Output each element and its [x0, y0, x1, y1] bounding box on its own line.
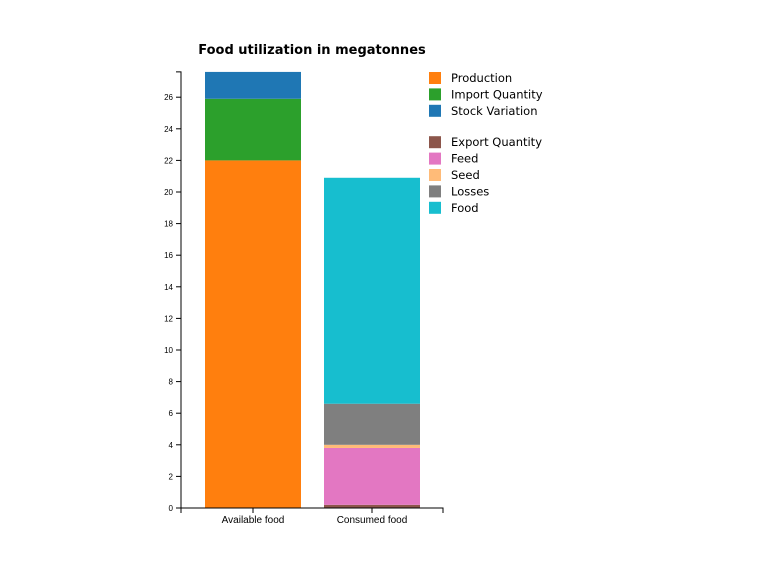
bar-segment-consumed-food-export-quantity [324, 504, 420, 508]
bar-segment-consumed-food-feed [324, 447, 420, 505]
legend-label-production: Production [451, 71, 512, 85]
y-tick-label: 6 [169, 409, 174, 418]
x-tick-label: Available food [222, 515, 285, 526]
y-tick-label: 10 [164, 346, 173, 355]
bar-segment-consumed-food-losses [324, 403, 420, 445]
y-tick-label: 16 [164, 251, 173, 260]
legend-label-import-quantity: Import Quantity [451, 87, 543, 101]
bar-segment-available-food-import-quantity [205, 98, 301, 161]
y-tick-label: 24 [164, 125, 173, 134]
legend-label-feed: Feed [451, 152, 478, 166]
legend-swatch-export-quantity [429, 136, 441, 149]
y-tick-label: 0 [169, 504, 174, 513]
y-tick-label: 4 [169, 441, 174, 450]
bar-segment-consumed-food-seed [324, 444, 420, 448]
y-axis-line [176, 71, 182, 509]
legend-label-losses: Losses [451, 184, 489, 198]
legend-swatch-food [429, 201, 441, 214]
bar-segment-consumed-food-food [324, 177, 420, 404]
y-tick-label: 14 [164, 283, 173, 292]
y-tick-label: 18 [164, 220, 173, 229]
legend-swatch-seed [429, 169, 441, 181]
legend-swatch-feed [429, 152, 441, 165]
legend-label-seed: Seed [451, 168, 480, 182]
chart-title: Food utilization in megatonnes [198, 43, 426, 58]
x-axis-line [180, 507, 444, 513]
legend-label-export-quantity: Export Quantity [451, 135, 542, 149]
bar-segment-available-food-stock-variation [205, 71, 301, 99]
legend: Production Import Quantity Stock Variation… [429, 71, 543, 215]
legend-swatch-stock-variation [429, 104, 441, 117]
legend-swatch-losses [429, 185, 441, 198]
x-tick-label: Consumed food [337, 515, 408, 526]
bar-segment-available-food-production [205, 160, 301, 508]
legend-label-food: Food [451, 201, 479, 215]
y-tick-label: 20 [164, 188, 173, 197]
legend-swatch-import-quantity [429, 88, 441, 101]
y-tick-label: 22 [164, 156, 173, 165]
y-tick-label: 26 [164, 93, 173, 102]
bars-layer [205, 71, 420, 508]
legend-label-stock-variation: Stock Variation [451, 104, 538, 118]
y-tick-label: 2 [169, 472, 174, 481]
y-tick-label: 12 [164, 314, 173, 323]
legend-swatch-production [429, 72, 441, 84]
y-tick-label: 8 [169, 378, 174, 387]
